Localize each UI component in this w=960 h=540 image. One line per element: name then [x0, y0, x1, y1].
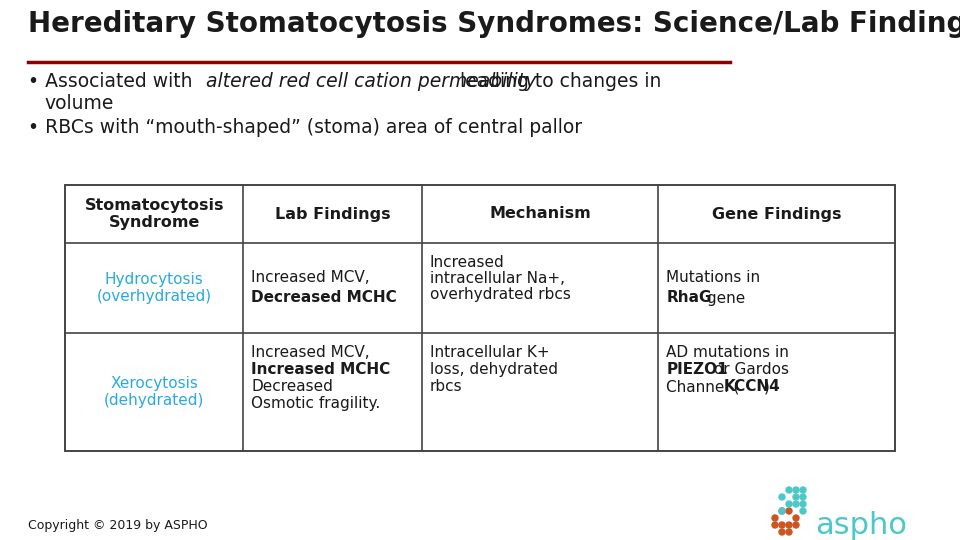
Circle shape: [800, 501, 806, 507]
Text: Hereditary Stomatocytosis Syndromes: Science/Lab Findings: Hereditary Stomatocytosis Syndromes: Sci…: [28, 10, 960, 38]
Text: gene: gene: [703, 291, 746, 306]
Text: or Gardos: or Gardos: [709, 362, 789, 377]
Circle shape: [793, 487, 799, 493]
Text: • RBCs with “mouth-shaped” (stoma) area of central pallor: • RBCs with “mouth-shaped” (stoma) area …: [28, 118, 582, 137]
Circle shape: [779, 508, 785, 514]
Text: Xerocytosis
(dehydrated): Xerocytosis (dehydrated): [104, 376, 204, 408]
Text: altered red cell cation permeability: altered red cell cation permeability: [206, 72, 537, 91]
Text: intracellular Na+,: intracellular Na+,: [430, 271, 564, 286]
Circle shape: [800, 494, 806, 500]
Circle shape: [786, 508, 792, 514]
Circle shape: [786, 529, 792, 535]
Text: Increased MCV,: Increased MCV,: [252, 345, 370, 360]
Text: AD mutations in: AD mutations in: [666, 345, 789, 360]
Circle shape: [779, 508, 785, 514]
Text: Channel (: Channel (: [666, 379, 740, 394]
Text: Decreased MCHC: Decreased MCHC: [252, 291, 397, 306]
Text: PIEZO1: PIEZO1: [666, 362, 728, 377]
Circle shape: [779, 494, 785, 500]
Text: Osmotic fragility.: Osmotic fragility.: [252, 396, 381, 411]
Circle shape: [793, 515, 799, 521]
Text: loss, dehydrated: loss, dehydrated: [430, 362, 558, 377]
Circle shape: [779, 529, 785, 535]
Circle shape: [772, 515, 778, 521]
Text: • Associated with: • Associated with: [28, 72, 199, 91]
Text: Intracellular K+: Intracellular K+: [430, 345, 549, 360]
Text: RhaG: RhaG: [666, 291, 712, 306]
Text: volume: volume: [44, 94, 113, 113]
Circle shape: [786, 487, 792, 493]
Text: Increased MCV,: Increased MCV,: [252, 271, 370, 286]
Circle shape: [800, 508, 806, 514]
Circle shape: [786, 522, 792, 528]
Circle shape: [786, 501, 792, 507]
Text: Copyright © 2019 by ASPHO: Copyright © 2019 by ASPHO: [28, 519, 207, 532]
Bar: [65, 185, 895, 451]
Text: overhydrated rbcs: overhydrated rbcs: [430, 287, 571, 302]
Circle shape: [779, 522, 785, 528]
Text: aspho: aspho: [815, 510, 907, 539]
Circle shape: [800, 487, 806, 493]
Circle shape: [793, 501, 799, 507]
Text: Mechanism: Mechanism: [490, 206, 591, 221]
Circle shape: [793, 522, 799, 528]
Text: Increased MCHC: Increased MCHC: [252, 362, 391, 377]
Text: Gene Findings: Gene Findings: [712, 206, 842, 221]
Text: Mutations in: Mutations in: [666, 271, 760, 286]
Text: Stomatocytosis
Syndrome: Stomatocytosis Syndrome: [84, 198, 224, 230]
Text: ): ): [763, 379, 769, 394]
Circle shape: [772, 522, 778, 528]
Text: Lab Findings: Lab Findings: [275, 206, 391, 221]
Text: Hydrocytosis
(overhydrated): Hydrocytosis (overhydrated): [97, 272, 212, 304]
Text: Decreased: Decreased: [252, 379, 333, 394]
Text: rbcs: rbcs: [430, 379, 463, 394]
Text: KCCN4: KCCN4: [724, 379, 780, 394]
Text: leading to changes in: leading to changes in: [454, 72, 661, 91]
Text: Increased: Increased: [430, 255, 505, 270]
Circle shape: [793, 494, 799, 500]
